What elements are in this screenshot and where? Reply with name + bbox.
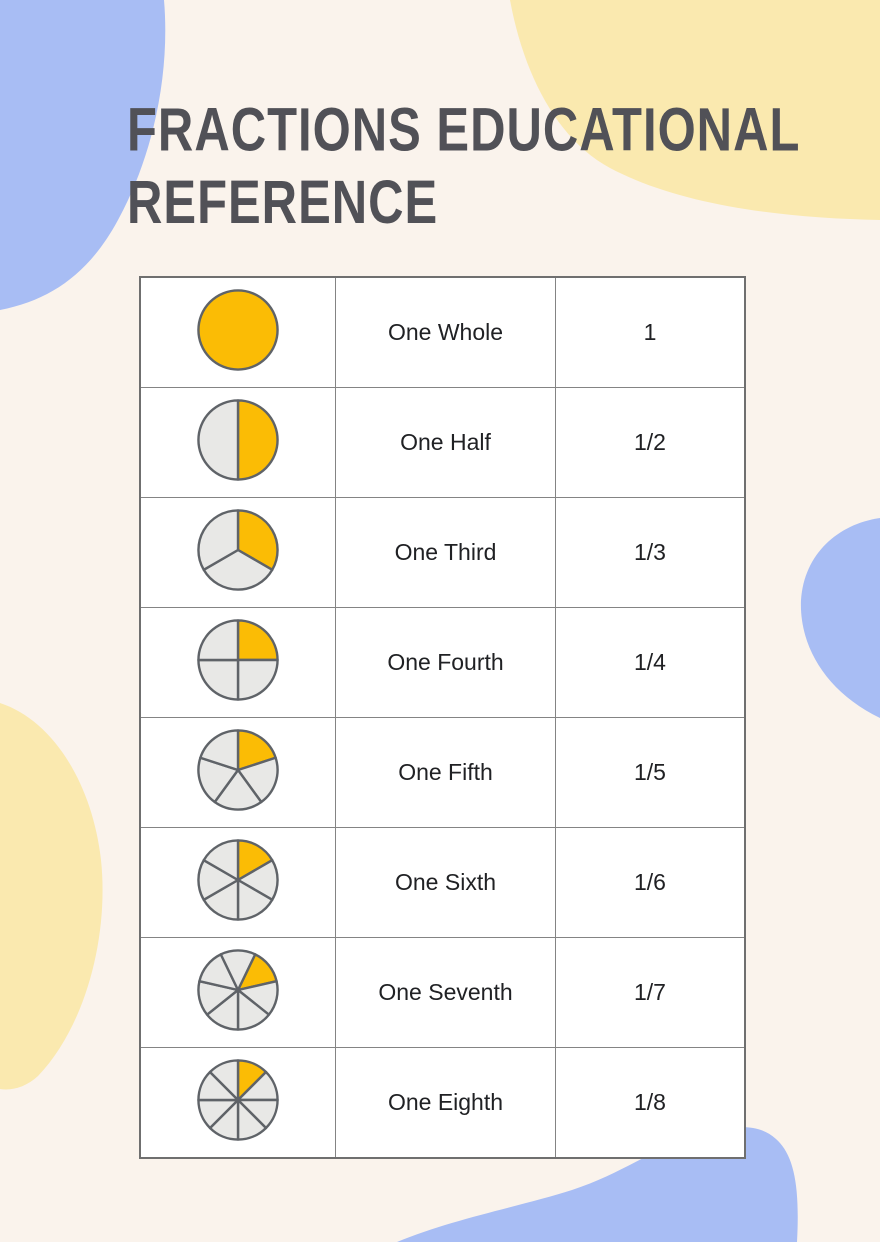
fraction-value: 1/4 [634, 649, 666, 675]
fraction-value-cell: 1/7 [555, 937, 746, 1048]
fractions-table-body: One Whole 1 One Half 1/2 One Third [139, 276, 746, 1159]
fraction-pie-icon [195, 947, 281, 1033]
fraction-name: One Sixth [395, 869, 496, 895]
fraction-pie-cell [139, 607, 336, 718]
fractions-table: One Whole 1 One Half 1/2 One Third [139, 276, 746, 1159]
fraction-pie-cell [139, 937, 336, 1048]
fraction-pie-cell [139, 276, 336, 388]
fraction-value: 1/7 [634, 979, 666, 1005]
table-row: One Seventh 1/7 [139, 937, 746, 1048]
blob-left-yellow [0, 703, 103, 1090]
table-row: One Sixth 1/6 [139, 827, 746, 938]
fraction-pie-icon [195, 507, 281, 593]
fraction-value: 1/5 [634, 759, 666, 785]
fraction-name-cell: One Fourth [335, 607, 556, 718]
fraction-pie-icon [195, 837, 281, 923]
fraction-name-cell: One Eighth [335, 1047, 556, 1159]
fraction-name: One Seventh [378, 979, 513, 1005]
fraction-pie-cell [139, 827, 336, 938]
fraction-pie-icon [195, 727, 281, 813]
table-row: One Whole 1 [139, 276, 746, 388]
fraction-name: One Eighth [387, 1089, 504, 1115]
fraction-pie-cell [139, 717, 336, 828]
fraction-name-cell: One Third [335, 497, 556, 608]
fraction-value-cell: 1/6 [555, 827, 746, 938]
table-row: One Half 1/2 [139, 387, 746, 498]
fraction-value: 1/2 [634, 429, 666, 455]
fraction-name-cell: One Half [335, 387, 556, 498]
table-row: One Fourth 1/4 [139, 607, 746, 718]
table-row: One Eighth 1/8 [139, 1047, 746, 1159]
fraction-pie-icon [195, 617, 281, 703]
fraction-value: 1/3 [634, 539, 666, 565]
table-row: One Fifth 1/5 [139, 717, 746, 828]
fraction-value-cell: 1/2 [555, 387, 746, 498]
fraction-value: 1/6 [634, 869, 666, 895]
fraction-value: 1 [643, 319, 657, 345]
fraction-name: One Fourth [387, 649, 504, 675]
fraction-value-cell: 1/8 [555, 1047, 746, 1159]
fraction-name-cell: One Fifth [335, 717, 556, 828]
fraction-pie-icon [195, 397, 281, 483]
blob-right-blue [800, 518, 880, 718]
fraction-pie-cell [139, 1047, 336, 1159]
fraction-pie-icon [195, 1057, 281, 1143]
fraction-value-cell: 1/5 [555, 717, 746, 828]
fraction-value: 1/8 [634, 1089, 666, 1115]
fraction-value-cell: 1/4 [555, 607, 746, 718]
fraction-name-cell: One Seventh [335, 937, 556, 1048]
fraction-pie-icon [195, 287, 281, 373]
fraction-name: One Half [400, 429, 491, 455]
fraction-name: One Fifth [398, 759, 493, 785]
fraction-name-cell: One Whole [335, 276, 556, 388]
fraction-pie-cell [139, 387, 336, 498]
fraction-pie-cell [139, 497, 336, 608]
fraction-name: One Third [394, 539, 497, 565]
fraction-value-cell: 1 [555, 276, 746, 388]
fraction-value-cell: 1/3 [555, 497, 746, 608]
table-row: One Third 1/3 [139, 497, 746, 608]
fraction-name: One Whole [387, 319, 504, 345]
fraction-name-cell: One Sixth [335, 827, 556, 938]
page-title: FRACTIONS EDUCATIONAL REFERENCE [127, 96, 800, 237]
